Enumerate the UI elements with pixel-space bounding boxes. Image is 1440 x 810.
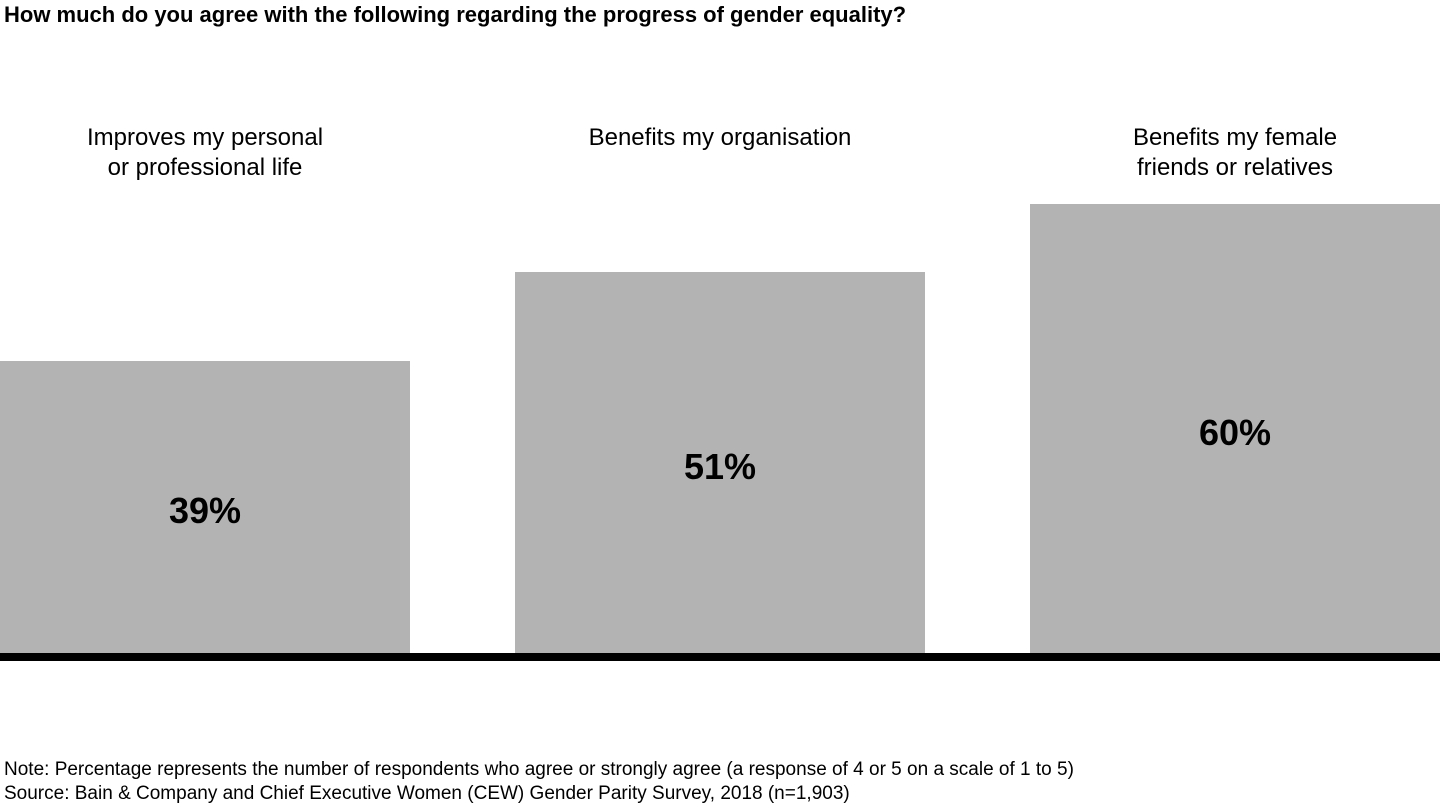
- bar-organisation: 51%: [515, 272, 925, 653]
- chart-title: How much do you agree with the following…: [4, 2, 907, 27]
- value-label: 39%: [168, 490, 242, 531]
- bar-female-friends: 60%: [1030, 204, 1440, 653]
- value-label: 60%: [1198, 411, 1272, 453]
- bar-group-personal-life: Improves my personal or professional lif…: [0, 0, 410, 653]
- bar-personal-life: 39%: [0, 361, 410, 653]
- note-text: Note: Percentage represents the number o…: [4, 759, 1074, 780]
- source-text: Source: Bain & Company and Chief Executi…: [4, 783, 850, 804]
- category-label: Benefits my female friends or relatives: [1132, 124, 1338, 181]
- footnotes: Note: Percentage represents the number o…: [4, 758, 1074, 806]
- category-label: Improves my personal or professional lif…: [86, 124, 324, 181]
- bar-group-organisation: Benefits my organisation 51%: [515, 0, 925, 653]
- category-label: Benefits my organisation: [588, 124, 852, 151]
- value-label: 51%: [683, 445, 757, 487]
- x-axis-line: [0, 653, 1440, 661]
- bar-group-female-friends: Benefits my female friends or relatives …: [1030, 0, 1440, 653]
